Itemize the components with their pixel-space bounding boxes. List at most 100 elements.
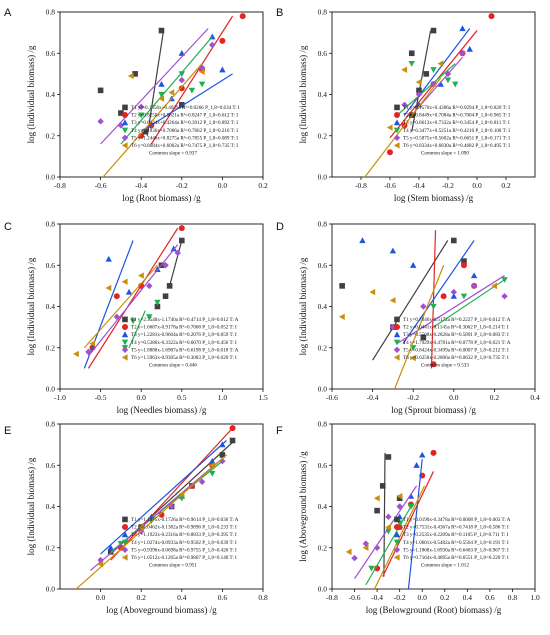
x-tick-label: 0.0 <box>418 593 428 602</box>
x-tick-label: -0.2 <box>442 181 454 190</box>
data-point-t3 <box>419 451 426 458</box>
common-slope-label: Common slope = 0.533 <box>421 363 469 369</box>
legend-entry-t2: T2 y=0.8449x+0.7084a R²=0.7004 P_1,8=0.9… <box>403 113 510 119</box>
legend-marker-t4 <box>393 539 401 546</box>
data-point-t3 <box>466 45 473 52</box>
regression-line-t6 <box>102 63 203 177</box>
x-tick-label: 0.8 <box>258 593 268 602</box>
x-axis-label: log (Stem biomass) /g <box>394 193 474 203</box>
y-axis-label: log (Individual biomass) /g <box>298 45 308 143</box>
data-point-t6 <box>385 523 391 531</box>
regression-line-t2 <box>87 227 179 369</box>
data-point-t5 <box>385 513 392 521</box>
legend-marker-t6 <box>393 554 400 561</box>
x-tick-label: 0.6 <box>485 593 495 602</box>
data-point-t5 <box>198 478 206 485</box>
y-tick-label: 0.6 <box>46 49 56 58</box>
panel-letter: D <box>276 221 284 233</box>
data-point-t6 <box>437 60 444 67</box>
data-point-t6 <box>168 89 175 96</box>
panel-letter: E <box>4 425 11 437</box>
panel-letter: C <box>4 221 12 233</box>
data-point-t4 <box>178 71 185 78</box>
legend-entry-t3: T3 y=0.5508x-0.2828a R²=0.5891 P_1,8=0.0… <box>403 332 509 338</box>
regression-line-t5 <box>100 28 209 145</box>
regression-line-t5 <box>354 485 418 580</box>
x-tick-label: -0.8 <box>355 181 367 190</box>
data-point-t1 <box>158 27 165 34</box>
data-point-t6 <box>87 186 93 192</box>
data-point-t6 <box>138 272 144 279</box>
data-point-t3 <box>158 80 165 87</box>
legend-marker-t1 <box>122 104 128 111</box>
common-slope-label: Common slope = 1.090 <box>421 151 469 157</box>
legend-marker-t5 <box>121 346 129 353</box>
regression-line-t2 <box>110 427 233 561</box>
x-tick-label: 1.0 <box>218 393 228 402</box>
x-axis-label: log (Belowground (Root) biomass) /g <box>366 605 502 615</box>
data-point-t5 <box>174 249 181 257</box>
legend-marker-t1 <box>394 516 400 523</box>
legend-marker-t4 <box>121 127 129 134</box>
data-point-t4 <box>188 87 196 94</box>
data-point-t2 <box>460 262 467 269</box>
data-point-t6 <box>343 186 349 192</box>
y-tick-label: 0.0 <box>318 585 328 594</box>
legend-entry-t3: T3 y=1.1923x-0.2316a R²=0.8833 P_1,8=0.3… <box>131 532 237 538</box>
data-point-t3 <box>219 441 226 448</box>
x-tick-label: -0.6 <box>95 181 107 190</box>
legend-entry-t6: T6 y=0.6258x-0.2806a R²=0.0632 P_1,8=0.7… <box>403 355 509 361</box>
x-tick-label: -0.2 <box>394 593 406 602</box>
data-point-t5 <box>146 282 153 290</box>
data-point-t6 <box>209 462 215 469</box>
legend-marker-t1 <box>394 104 400 111</box>
data-layer <box>338 230 508 389</box>
legend-marker-t4 <box>121 539 129 546</box>
y-tick-label: 0.4 <box>46 90 56 99</box>
panel-c: C -1.0 -0.5 0.0 0.5 1.0 1.5 0.0 0.2 0.4 0.6 0.8 log … <box>4 220 268 415</box>
legend-entry-t3: T3 y=0.2535x-0.2209a R²=0.1105 P_1,8=0.7… <box>403 532 509 538</box>
legend-entry-t2: T2 y=0.0441x-0.1145a R²=0.3062 P_1,8=0.2… <box>403 325 509 331</box>
legend-entry-t1: T1 y=-0.1356x+0.4039a R²=0.0266 P_1,8=0.… <box>131 105 240 111</box>
y-tick-label: 0.0 <box>318 385 328 394</box>
data-point-t3 <box>413 462 420 468</box>
data-point-t3 <box>470 272 478 279</box>
y-tick-label: 0.2 <box>318 131 328 140</box>
data-point-t5 <box>178 76 185 84</box>
legend-marker-t6 <box>121 554 128 561</box>
data-point-t6 <box>158 95 165 102</box>
data-point-t5 <box>351 554 358 562</box>
x-tick-label: 0.2 <box>258 181 268 190</box>
y-tick-label: 0.4 <box>46 502 56 511</box>
legend-marker-t1 <box>122 316 128 323</box>
y-tick-label: 0.6 <box>46 461 56 470</box>
legend-entry-t1: T1 y=2.3548x-1.1740a R²=0.4714 P_1,8=0.0… <box>131 317 239 323</box>
regression-line-t4 <box>433 279 505 328</box>
data-point-t5 <box>420 303 427 310</box>
data-point-t5 <box>470 282 478 290</box>
regression-line-t3 <box>407 458 423 589</box>
legend-entry-t5: T5 y=1.8888x-1.6987a R²=0.6198 P_1,8=0.0… <box>131 347 239 353</box>
data-point-t2 <box>440 293 447 300</box>
data-point-t3 <box>219 66 226 73</box>
data-point-t6 <box>415 78 422 86</box>
data-point-t4 <box>430 303 437 310</box>
x-tick-label: 0.4 <box>177 593 187 602</box>
legend-marker-t5 <box>393 346 401 353</box>
data-point-t5 <box>501 292 508 300</box>
data-point-t6 <box>369 288 376 296</box>
legend-marker-t6 <box>393 142 400 149</box>
data-point-t6 <box>401 66 408 73</box>
data-point-t3 <box>359 237 366 244</box>
data-point-t3 <box>389 247 397 254</box>
data-point-t4 <box>138 112 145 119</box>
x-tick-label: 0.0 <box>137 393 147 402</box>
data-point-t6 <box>389 297 396 304</box>
data-layer <box>87 13 246 192</box>
data-point-t1 <box>379 483 386 489</box>
x-tick-label: 0.0 <box>218 181 228 190</box>
y-tick-label: 0.2 <box>318 543 328 552</box>
y-tick-label: 0.8 <box>318 8 328 17</box>
legend-marker-t6 <box>121 354 128 361</box>
